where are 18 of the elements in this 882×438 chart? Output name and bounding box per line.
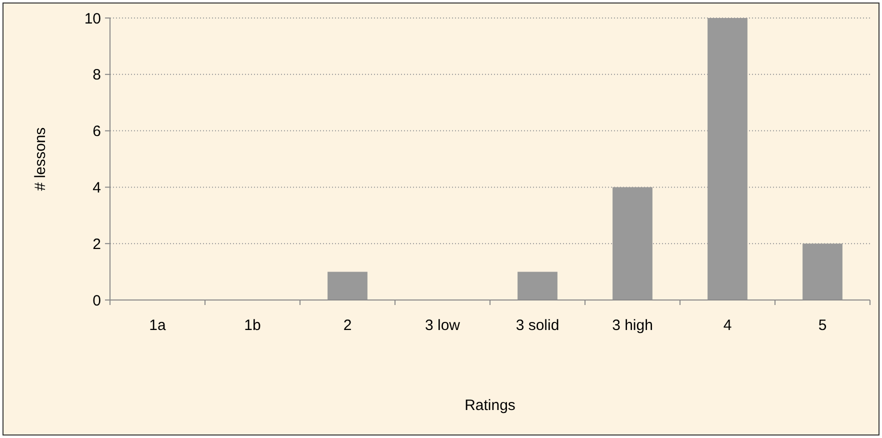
x-tick-label: 1b — [244, 317, 261, 334]
bar — [328, 272, 368, 300]
x-tick-label: 2 — [343, 317, 352, 334]
x-axis-title: Ratings — [464, 397, 516, 414]
y-axis-title: # lessons — [32, 127, 49, 191]
x-tick-label: 4 — [723, 317, 732, 334]
x-tick-label: 3 high — [612, 317, 653, 334]
x-tick-label: 5 — [818, 317, 827, 334]
y-tick-label: 8 — [92, 66, 101, 84]
y-tick-label: 4 — [92, 179, 101, 196]
bar — [518, 272, 558, 300]
y-tick-label: 10 — [84, 10, 101, 28]
x-tick-label: 3 solid — [516, 317, 560, 334]
y-tick-label: 6 — [92, 123, 101, 140]
x-tick-label: 1a — [149, 317, 166, 334]
y-tick-label: 0 — [92, 292, 101, 310]
y-tick-label: 2 — [92, 236, 101, 253]
x-tick-label: 3 low — [424, 317, 460, 334]
